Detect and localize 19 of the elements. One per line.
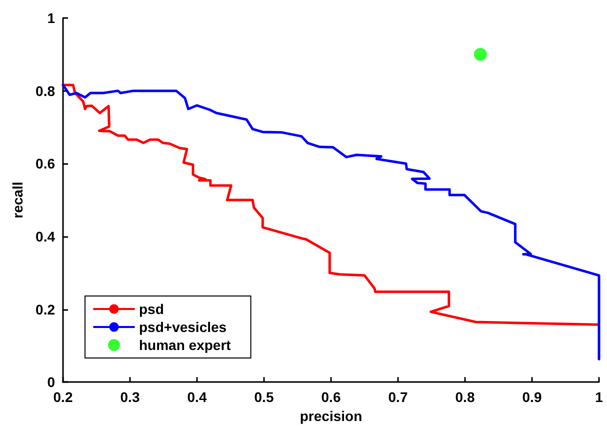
x-tick-label: 1	[595, 389, 604, 406]
legend-label: psd	[139, 301, 164, 317]
x-tick-label: 0.6	[321, 389, 341, 406]
x-tick-label: 0.3	[120, 389, 140, 406]
y-tick-label: 0.4	[36, 228, 56, 244]
x-tick-label: 0.7	[388, 389, 408, 406]
x-tick-label: 0.9	[522, 389, 542, 406]
x-tick-label: 0.5	[254, 389, 274, 406]
y-axis-title: recall	[10, 182, 26, 218]
y-tick-label: 1	[47, 10, 56, 26]
x-axis-title: precision	[300, 408, 362, 424]
y-tick-label: 0.2	[36, 301, 56, 318]
x-tick-label: 0.4	[187, 389, 207, 406]
x-tick-label: 0.8	[455, 389, 475, 406]
legend-label: psd+vesicles	[139, 319, 227, 335]
y-tick-label: 0.6	[36, 156, 56, 172]
y-tick-label: 0	[47, 374, 56, 390]
y-tick-label: 0.8	[36, 82, 56, 99]
legend-label: human expert	[139, 337, 232, 353]
